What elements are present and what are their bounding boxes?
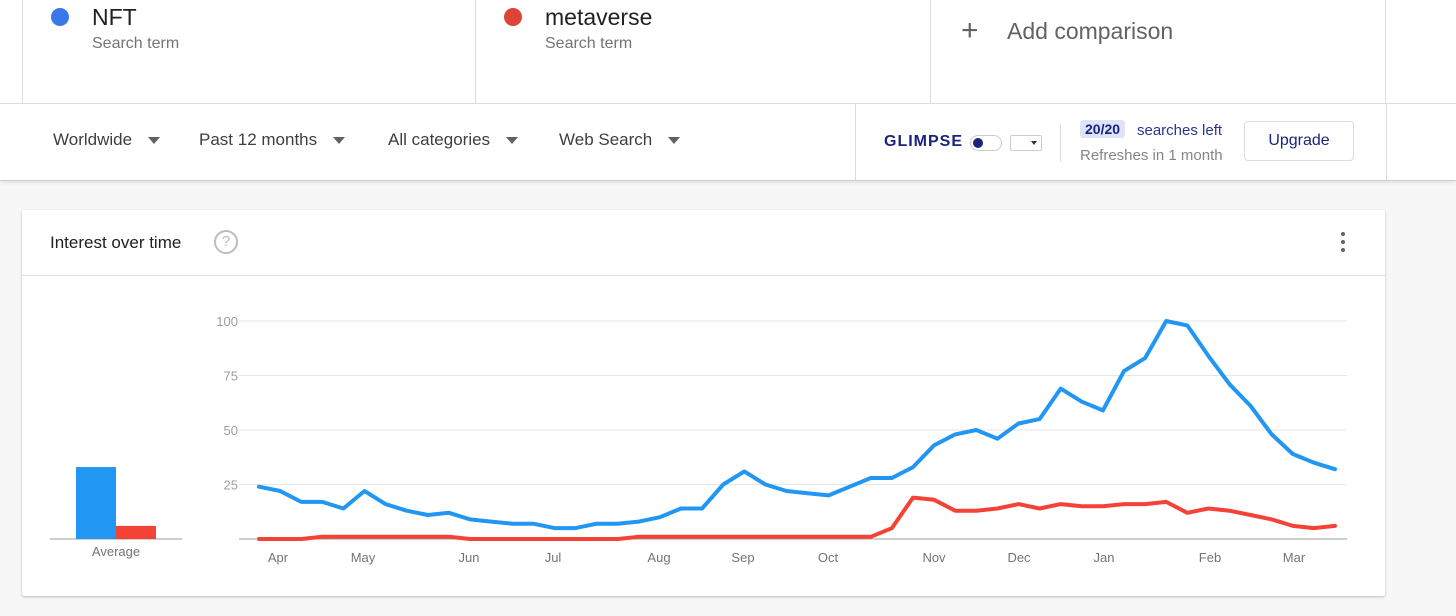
- glimpse-panel: GLIMPSE 20/20 searches left Refreshes in…: [855, 104, 1387, 180]
- average-bar-metaverse[interactable]: [116, 525, 156, 539]
- search-type-filter[interactable]: Web Search: [559, 130, 681, 150]
- x-tick-label: Jul: [545, 550, 562, 565]
- y-tick-label: 100: [216, 314, 238, 329]
- chevron-down-icon: [1031, 141, 1037, 145]
- chevron-down-icon: [148, 137, 161, 145]
- x-tick-label: Aug: [647, 550, 670, 565]
- term-color-dot: [51, 8, 69, 26]
- period-filter-label: Past 12 months: [199, 130, 318, 149]
- x-tick-label: Nov: [922, 550, 946, 565]
- glimpse-logo: GLIMPSE: [884, 133, 964, 150]
- plus-icon[interactable]: +: [961, 14, 979, 47]
- search-type-filter-label: Web Search: [559, 130, 653, 149]
- series-line-metaverse[interactable]: [257, 495, 1337, 541]
- x-tick-label: Dec: [1007, 550, 1031, 565]
- add-comparison-button[interactable]: + Add comparison: [930, 0, 1386, 103]
- x-tick-label: Mar: [1283, 550, 1306, 565]
- searches-left-label: searches left: [1137, 122, 1223, 139]
- y-tick-label: 25: [224, 478, 238, 493]
- term-card-nft[interactable]: NFT Search term: [22, 0, 476, 103]
- card-header: Interest over time ?: [22, 210, 1385, 276]
- term-name[interactable]: metaverse: [545, 4, 653, 30]
- chevron-down-icon: [506, 137, 519, 145]
- period-filter[interactable]: Past 12 months: [199, 130, 346, 150]
- term-name[interactable]: NFT: [92, 4, 137, 30]
- toggle-knob: [973, 138, 983, 148]
- glimpse-dropdown[interactable]: [1010, 135, 1042, 151]
- upgrade-button[interactable]: Upgrade: [1244, 121, 1354, 161]
- average-label: Average: [92, 544, 140, 559]
- more-vert-icon[interactable]: [1338, 232, 1348, 254]
- term-card-metaverse[interactable]: metaverse Search term: [475, 0, 930, 103]
- region-filter-label: Worldwide: [53, 130, 133, 149]
- average-bar-nft[interactable]: [76, 467, 116, 539]
- category-filter[interactable]: All categories: [388, 130, 519, 150]
- comparison-bar: NFT Search term metaverse Search term + …: [0, 0, 1456, 104]
- glimpse-toggle[interactable]: [970, 135, 1002, 151]
- term-subtitle: Search term: [545, 35, 633, 52]
- help-icon[interactable]: ?: [214, 230, 238, 254]
- divider: [1060, 124, 1061, 162]
- series-line-nft[interactable]: [257, 319, 1337, 531]
- x-tick-label: Apr: [268, 550, 289, 565]
- y-tick-label: 75: [224, 369, 238, 384]
- interest-chart: 100 75 50 25 Apr May Jun Jul Aug Sep Oct Nov Dec Jan F…: [50, 314, 1347, 565]
- add-comparison-label[interactable]: Add comparison: [1007, 18, 1174, 44]
- x-tick-label: Jan: [1094, 550, 1115, 565]
- interest-over-time-card: Interest over time ? 100 75 50 25 Apr May Jun J…: [22, 210, 1385, 596]
- category-filter-label: All categories: [388, 130, 491, 149]
- chevron-down-icon: [333, 137, 346, 145]
- searches-badge: 20/20: [1080, 120, 1126, 138]
- region-filter[interactable]: Worldwide: [53, 130, 161, 150]
- term-color-dot: [504, 8, 522, 26]
- term-subtitle: Search term: [92, 35, 180, 52]
- y-tick-label: 50: [224, 423, 238, 438]
- x-tick-label: Jun: [459, 550, 480, 565]
- chevron-down-icon: [668, 137, 681, 145]
- x-tick-label: Oct: [818, 550, 839, 565]
- card-title: Interest over time: [50, 233, 182, 252]
- x-tick-label: May: [351, 550, 376, 565]
- x-tick-label: Feb: [1199, 550, 1221, 565]
- x-tick-label: Sep: [731, 550, 754, 565]
- refreshes-label: Refreshes in 1 month: [1080, 147, 1223, 164]
